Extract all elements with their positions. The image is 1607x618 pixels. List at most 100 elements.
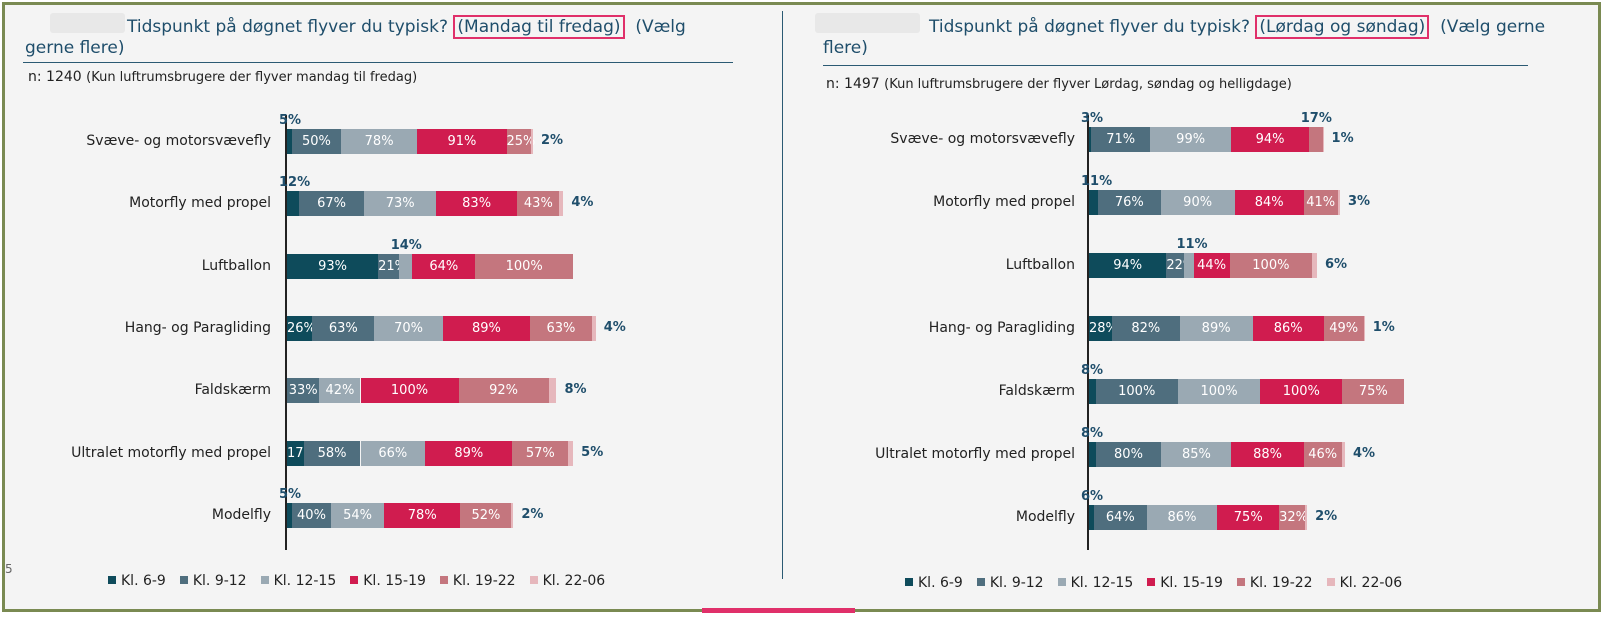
bar-segment: 80% [1095, 442, 1162, 467]
legend-swatch [1236, 578, 1245, 586]
category-label: Svæve- og motorsvævefly [890, 131, 1075, 147]
data-label: 5% [279, 113, 302, 128]
category-label: Svæve- og motorsvævefly [86, 133, 271, 149]
bar-segment: 71% [1091, 127, 1150, 152]
legend-item: Kl. 6-9 [905, 575, 963, 591]
bar-segment: 86% [1146, 505, 1218, 530]
legend-swatch [179, 576, 188, 584]
legend-swatch [260, 576, 269, 584]
legend-swatch [1147, 578, 1156, 586]
category-axis [1087, 115, 1089, 550]
bar-segment: 64% [1093, 505, 1147, 530]
bar-segment: 73% [364, 191, 436, 217]
category-axis [285, 115, 287, 550]
bar-segment: 46% [1303, 442, 1342, 467]
category-label: Ultralet motorfly med propel [71, 444, 271, 461]
bar-segment: 92% [458, 378, 549, 404]
bar-segment [287, 191, 299, 217]
bar-segment: 64% [412, 253, 476, 279]
data-label: 5% [279, 486, 302, 502]
bar-segment: 41% [1303, 190, 1338, 215]
data-label: 3% [1348, 194, 1371, 209]
legend-label: Kl. 15-19 [1160, 575, 1223, 591]
legend-swatch [350, 576, 359, 584]
category-label: Modelfly [1015, 509, 1075, 525]
bar-segment [1337, 190, 1340, 215]
bar-segment: 100% [1260, 379, 1343, 404]
legend-label: Kl. 19-22 [452, 573, 516, 589]
bar-segment: 86% [1252, 316, 1324, 341]
bar-segment: 50% [291, 129, 341, 154]
data-label: 8% [1081, 426, 1104, 441]
category-label: Faldskærm [194, 382, 271, 399]
bar-segment: 78% [340, 129, 418, 154]
category-label: Modelfly [211, 506, 271, 523]
legend-item: Kl. 22-06 [529, 573, 606, 589]
legend-label: Kl. 22-06 [542, 573, 606, 589]
bar-segment: 21% [378, 253, 407, 279]
data-label: 4% [1352, 446, 1376, 461]
title-rule [823, 65, 1528, 66]
bar-segment [287, 129, 292, 154]
legend-swatch [1057, 578, 1066, 586]
bar-segment: 91% [417, 129, 507, 154]
bar-segment [1305, 505, 1308, 530]
data-label: 17% [1300, 111, 1332, 126]
bar-segment: 89% [442, 315, 531, 341]
data-label: 11% [1176, 237, 1208, 252]
bar-segment: 63% [530, 315, 592, 341]
bar-segment [1089, 190, 1099, 215]
question-title: Tidspunkt på døgnet flyver du typisk? (M… [25, 15, 686, 58]
category-label: Luftballon [1005, 257, 1075, 273]
bar-segment: 82% [1112, 316, 1180, 341]
legend-label: Kl. 15-19 [363, 573, 426, 589]
bar-segment [1308, 127, 1323, 152]
legend-swatch [976, 578, 985, 586]
data-label: 8% [564, 382, 587, 398]
legend-item: Kl. 19-22 [1236, 575, 1313, 591]
title-highlight: (Lørdag og søndag) [1255, 15, 1430, 39]
sample-size: n: 1240 (Kun luftrumsbrugere der flyver … [28, 69, 418, 85]
bar-segment [287, 502, 292, 528]
bar-segment: 44% [1193, 253, 1230, 278]
bar-segment: 100% [360, 378, 459, 404]
bar-segment: 94% [1231, 127, 1309, 152]
legend-swatch [905, 578, 913, 586]
legend-item: Kl. 15-19 [1147, 575, 1223, 591]
legend: Kl. 6-9 Kl. 9-12 Kl. 12-15 Kl. 15-19 Kl. 19-… [905, 575, 1416, 591]
legend-item: Kl. 6-9 [108, 573, 166, 589]
bar-segment [1312, 253, 1317, 278]
bar-segment: 89% [425, 440, 513, 466]
question-title: Tidspunkt på døgnet flyver du typisk? (L… [823, 15, 1546, 58]
bar-segment: 100% [1229, 253, 1313, 278]
bar-segment: 32% [1279, 505, 1308, 530]
category-label: Motorfly med propel [129, 195, 271, 212]
bar-segment [511, 502, 514, 528]
bar-segment: 89% [1179, 316, 1253, 341]
bar-segment: 26% [287, 315, 316, 341]
bar-segment: 75% [1217, 505, 1280, 530]
data-label: 5% [581, 444, 604, 460]
legend-swatch [108, 576, 116, 584]
legend-label: Kl. 19-22 [1249, 575, 1313, 591]
bar-segment: 66% [360, 440, 426, 466]
bar-segment [568, 440, 574, 466]
bar-segment [1089, 505, 1094, 530]
bar-segment [591, 315, 596, 341]
legend-label: Kl. 6-9 [918, 575, 963, 591]
bar-segment: 88% [1231, 442, 1304, 467]
data-label: 14% [390, 237, 422, 253]
data-label: 2% [540, 133, 564, 148]
panel-divider [782, 11, 783, 579]
bar-segment [1089, 379, 1096, 404]
bar-segment: 54% [331, 502, 384, 528]
bar-segment: 100% [475, 253, 574, 279]
data-label: 2% [521, 506, 544, 522]
data-label: 1% [1372, 320, 1395, 335]
bar-segment [1322, 127, 1324, 152]
legend-swatch [439, 576, 448, 584]
legend-label: Kl. 9-12 [989, 575, 1044, 591]
bar-segment: 57% [512, 440, 569, 466]
legend-label: Kl. 9-12 [192, 573, 247, 589]
bar-segment: 63% [312, 315, 375, 341]
